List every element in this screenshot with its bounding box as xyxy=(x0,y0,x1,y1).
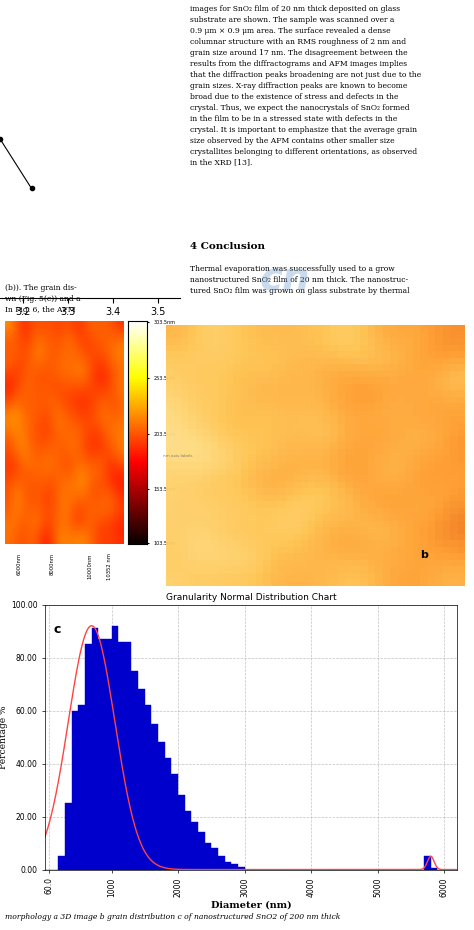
Bar xyxy=(131,671,138,870)
Y-axis label: Percentage %: Percentage % xyxy=(0,705,8,769)
Bar xyxy=(165,758,172,870)
Bar xyxy=(198,832,205,870)
Text: 8000nm: 8000nm xyxy=(50,553,55,576)
X-axis label: Diameter (nm): Diameter (nm) xyxy=(211,901,292,910)
Bar xyxy=(91,629,98,870)
Bar xyxy=(58,857,65,870)
Bar xyxy=(178,795,185,870)
Bar xyxy=(125,642,131,870)
Bar xyxy=(85,644,91,870)
Bar xyxy=(72,711,78,870)
Bar xyxy=(65,804,72,870)
Text: 10352 nm: 10352 nm xyxy=(107,553,111,580)
Bar xyxy=(98,639,105,870)
Bar xyxy=(145,705,152,870)
Bar xyxy=(158,742,165,870)
Text: 4 Conclusion: 4 Conclusion xyxy=(190,242,264,251)
Text: nm axis labels: nm axis labels xyxy=(163,454,192,458)
Bar xyxy=(118,642,125,870)
Text: (b)). The grain dis-
wn (Fig. 5(c)) and a
In Fig. 6, the AFM: (b)). The grain dis- wn (Fig. 5(c)) and … xyxy=(5,284,81,313)
Bar xyxy=(424,857,431,870)
Text: morphology a 3D image b grain distribution c of nanostructured SnO2 of 200 nm th: morphology a 3D image b grain distributi… xyxy=(5,912,340,921)
Bar xyxy=(225,861,231,870)
Bar xyxy=(205,843,211,870)
Bar xyxy=(111,626,118,870)
Text: Thermal evaporation was successfully used to a grow
nanostructured SnO₂ film of : Thermal evaporation was successfully use… xyxy=(190,265,409,295)
Text: b: b xyxy=(419,550,428,560)
Bar xyxy=(191,822,198,870)
Title: Granularity Normal Distribution Chart: Granularity Normal Distribution Chart xyxy=(166,593,337,603)
Bar xyxy=(138,689,145,870)
Text: c: c xyxy=(53,623,61,636)
Text: images for SnO₂ film of 20 nm thick deposited on glass
substrate are shown. The : images for SnO₂ film of 20 nm thick depo… xyxy=(190,5,421,166)
Bar xyxy=(211,848,218,870)
Bar xyxy=(172,774,178,870)
Bar xyxy=(238,867,245,870)
Bar xyxy=(105,639,111,870)
Bar xyxy=(431,869,438,870)
Text: 10000nm: 10000nm xyxy=(88,553,92,578)
Text: 6000nm: 6000nm xyxy=(17,553,21,576)
Bar xyxy=(231,864,238,870)
Bar xyxy=(185,811,191,870)
Bar xyxy=(152,724,158,870)
Bar xyxy=(78,705,85,870)
Text: cn: cn xyxy=(259,260,310,298)
Bar xyxy=(218,857,225,870)
